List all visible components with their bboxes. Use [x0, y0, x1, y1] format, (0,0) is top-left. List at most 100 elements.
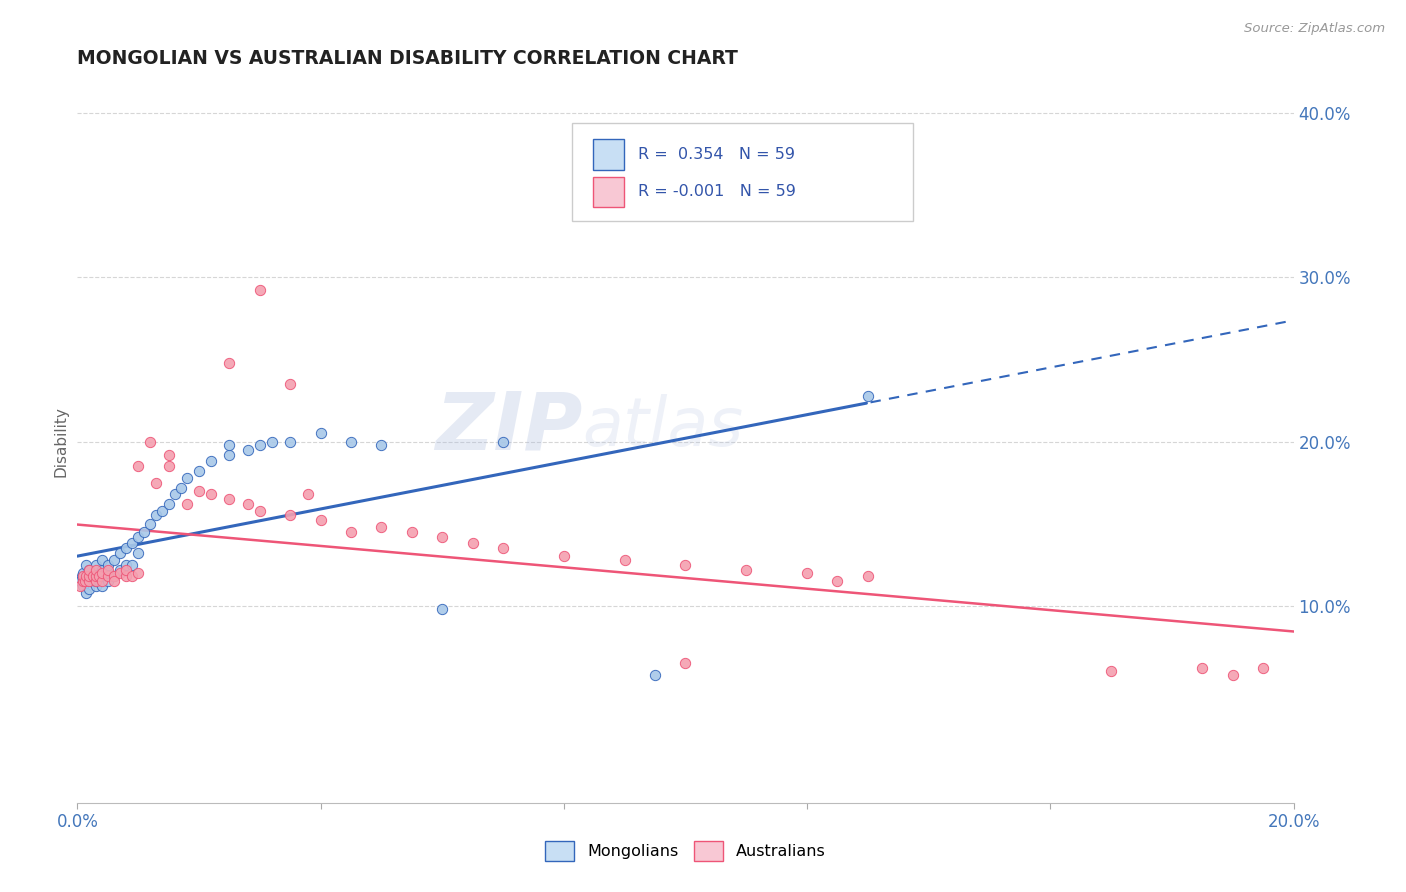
Point — [796, 566, 818, 580]
Point — [108, 566, 131, 580]
Text: atlas: atlas — [582, 394, 744, 460]
Point — [84, 574, 107, 588]
Point — [115, 541, 138, 556]
Point — [127, 546, 149, 560]
Point — [82, 569, 104, 583]
Text: R =  0.354   N = 59: R = 0.354 N = 59 — [638, 147, 794, 162]
Point — [260, 434, 283, 449]
Point — [278, 377, 301, 392]
Point — [236, 442, 259, 457]
Point — [309, 426, 332, 441]
Point — [340, 524, 363, 539]
Point — [97, 563, 120, 577]
Point — [79, 563, 101, 577]
Point — [461, 536, 484, 550]
Point — [75, 569, 97, 583]
Point — [249, 503, 271, 517]
Point — [127, 459, 149, 474]
Point — [827, 574, 849, 588]
Point — [856, 388, 879, 402]
Point — [77, 574, 100, 588]
Point — [121, 569, 143, 583]
Point — [127, 566, 149, 580]
Point — [79, 574, 101, 588]
Point — [644, 667, 666, 681]
Point — [278, 508, 301, 523]
Point — [115, 558, 138, 572]
Point — [90, 563, 112, 577]
Point — [79, 569, 101, 583]
Point — [200, 487, 222, 501]
Point — [79, 563, 101, 577]
Point — [163, 487, 186, 501]
Point — [103, 569, 125, 583]
Point — [176, 497, 198, 511]
Point — [430, 530, 453, 544]
Point — [139, 434, 162, 449]
Point — [72, 579, 94, 593]
Point — [90, 574, 112, 588]
Point — [90, 569, 112, 583]
Point — [370, 520, 392, 534]
Point — [72, 574, 94, 588]
Point — [84, 579, 107, 593]
Point — [69, 579, 91, 593]
Point — [249, 284, 271, 298]
Point — [157, 448, 180, 462]
Point — [115, 569, 138, 583]
Point — [1099, 665, 1122, 679]
Point — [492, 541, 515, 556]
Point — [97, 558, 120, 572]
Point — [735, 563, 758, 577]
Point — [613, 553, 636, 567]
Point — [176, 470, 198, 484]
Point — [370, 438, 392, 452]
Point — [97, 574, 120, 588]
Point — [145, 475, 167, 490]
Point — [73, 574, 96, 588]
Point — [152, 503, 174, 517]
Point — [675, 657, 697, 671]
Point — [115, 563, 138, 577]
Point — [856, 569, 879, 583]
Point — [84, 558, 107, 572]
Point — [97, 569, 120, 583]
Point — [218, 356, 240, 370]
Point — [75, 558, 97, 572]
Point — [134, 524, 156, 539]
Point — [1251, 661, 1274, 675]
Point — [82, 569, 104, 583]
Point — [72, 566, 94, 580]
Point — [309, 513, 332, 527]
Point — [69, 574, 91, 588]
Point — [127, 530, 149, 544]
Point — [79, 569, 101, 583]
Point — [188, 464, 211, 478]
Text: Source: ZipAtlas.com: Source: ZipAtlas.com — [1244, 22, 1385, 36]
Point — [200, 454, 222, 468]
Point — [87, 574, 110, 588]
Point — [218, 448, 240, 462]
Point — [70, 569, 93, 583]
Point — [157, 497, 180, 511]
Point — [121, 558, 143, 572]
Legend: Mongolians, Australians: Mongolians, Australians — [538, 835, 832, 867]
Point — [87, 569, 110, 583]
Point — [90, 579, 112, 593]
Point — [1191, 661, 1213, 675]
Text: MONGOLIAN VS AUSTRALIAN DISABILITY CORRELATION CHART: MONGOLIAN VS AUSTRALIAN DISABILITY CORRE… — [77, 48, 738, 68]
Point — [157, 459, 180, 474]
Point — [188, 483, 211, 498]
Point — [86, 569, 108, 583]
Point — [121, 536, 143, 550]
Point — [75, 585, 97, 599]
Point — [297, 487, 319, 501]
Point — [103, 569, 125, 583]
Point — [553, 549, 575, 564]
Point — [84, 566, 107, 580]
Point — [97, 566, 120, 580]
Point — [84, 563, 107, 577]
Point — [675, 558, 697, 572]
Point — [170, 481, 193, 495]
Point — [79, 582, 101, 597]
